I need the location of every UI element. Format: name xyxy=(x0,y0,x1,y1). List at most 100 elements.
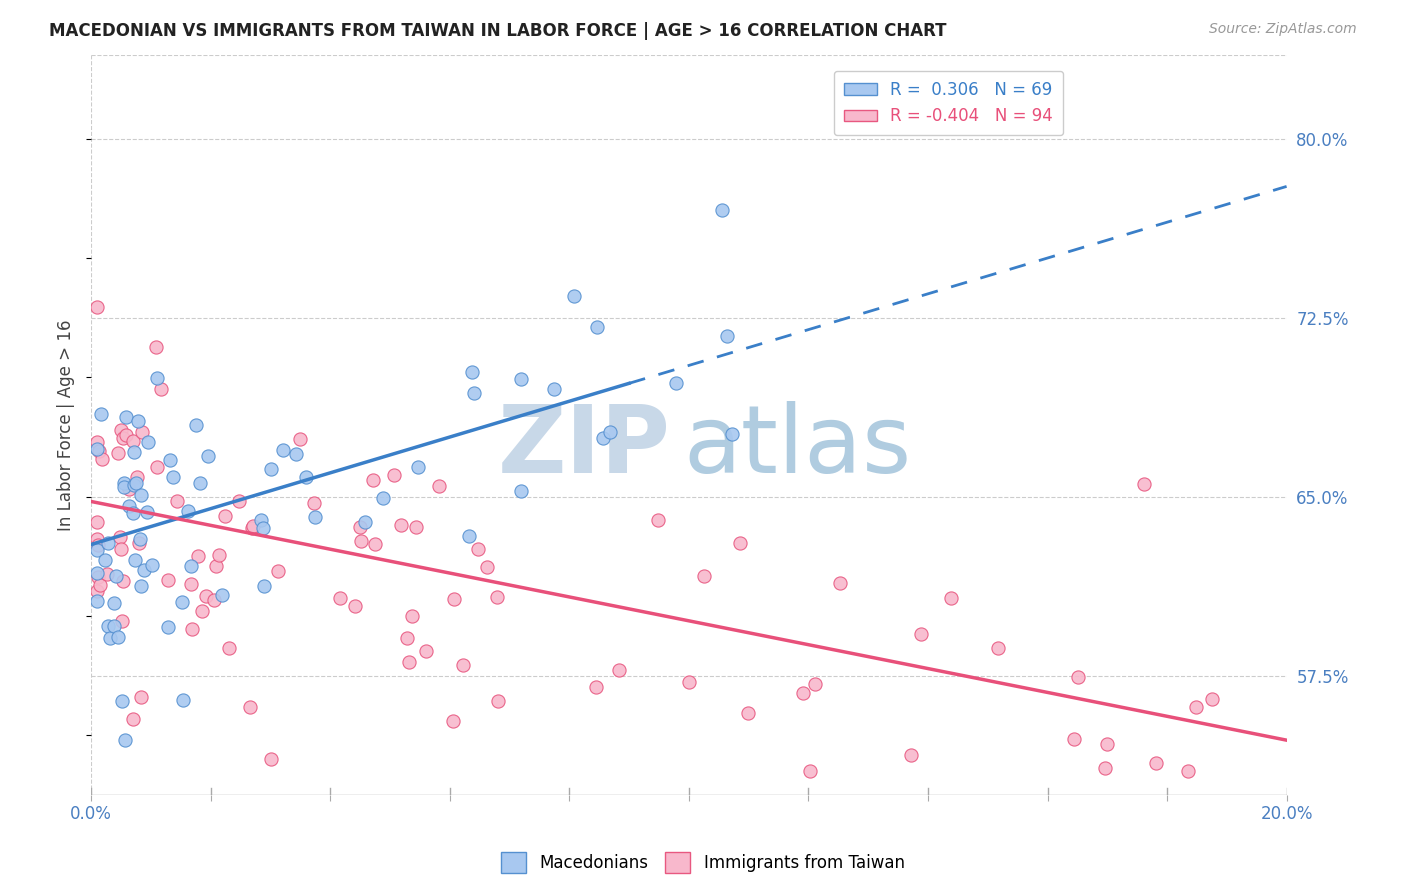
Point xyxy=(509,371,531,385)
Point xyxy=(87,443,110,458)
Point xyxy=(284,447,307,461)
Point xyxy=(592,431,614,445)
Point xyxy=(239,699,262,714)
Point xyxy=(427,479,450,493)
Point xyxy=(214,509,236,524)
Point xyxy=(162,470,184,484)
Point xyxy=(128,532,150,546)
Point xyxy=(665,376,688,390)
Point xyxy=(172,692,194,706)
Point xyxy=(111,614,134,628)
Point xyxy=(124,445,146,459)
Point xyxy=(111,574,134,588)
Point xyxy=(211,588,233,602)
Point xyxy=(1095,737,1118,751)
Point xyxy=(96,566,118,581)
Point xyxy=(122,434,145,448)
Point xyxy=(401,608,423,623)
Point xyxy=(121,506,143,520)
Point xyxy=(510,483,533,498)
Point xyxy=(463,386,485,401)
Point xyxy=(441,714,464,728)
Point xyxy=(647,513,669,527)
Point xyxy=(389,518,412,533)
Point xyxy=(405,520,427,534)
Point xyxy=(129,488,152,502)
Point xyxy=(136,435,159,450)
Point xyxy=(267,565,290,579)
Point xyxy=(127,414,149,428)
Point xyxy=(89,578,111,592)
Point xyxy=(240,521,263,535)
Point xyxy=(188,475,211,490)
Point xyxy=(204,558,226,573)
Point xyxy=(382,468,405,483)
Point xyxy=(350,533,373,548)
Point xyxy=(114,733,136,747)
Point xyxy=(177,503,200,517)
Point xyxy=(585,680,607,694)
Point xyxy=(1177,764,1199,779)
Point xyxy=(711,202,734,217)
Point xyxy=(202,592,225,607)
Point xyxy=(186,417,208,432)
Point xyxy=(111,694,134,708)
Point xyxy=(252,521,274,535)
Point xyxy=(371,491,394,505)
Point xyxy=(415,644,437,658)
Point xyxy=(135,505,157,519)
Point xyxy=(187,549,209,563)
Point xyxy=(1067,670,1090,684)
Point xyxy=(1144,756,1167,770)
Point xyxy=(197,450,219,464)
Point xyxy=(396,631,419,645)
Point xyxy=(112,480,135,494)
Point xyxy=(302,496,325,510)
Legend: Macedonians, Immigrants from Taiwan: Macedonians, Immigrants from Taiwan xyxy=(495,846,911,880)
Point xyxy=(111,431,134,445)
Point xyxy=(792,686,814,700)
Point xyxy=(543,382,565,396)
Text: MACEDONIAN VS IMMIGRANTS FROM TAIWAN IN LABOR FORCE | AGE > 16 CORRELATION CHART: MACEDONIAN VS IMMIGRANTS FROM TAIWAN IN … xyxy=(49,22,946,40)
Point xyxy=(242,519,264,533)
Point xyxy=(146,371,169,385)
Point xyxy=(208,548,231,562)
Point xyxy=(94,552,117,566)
Point xyxy=(98,631,121,645)
Point xyxy=(180,558,202,573)
Point xyxy=(129,579,152,593)
Point xyxy=(987,641,1010,656)
Text: ZIP: ZIP xyxy=(498,401,671,493)
Point xyxy=(716,328,738,343)
Point xyxy=(461,366,484,380)
Point xyxy=(86,300,108,314)
Point xyxy=(124,478,146,492)
Y-axis label: In Labor Force | Age > 16: In Labor Force | Age > 16 xyxy=(58,319,75,531)
Point xyxy=(728,536,751,550)
Point xyxy=(467,541,489,556)
Point xyxy=(250,513,273,527)
Point xyxy=(295,470,318,484)
Point xyxy=(361,473,384,487)
Point xyxy=(86,442,108,456)
Point xyxy=(104,569,127,583)
Point xyxy=(110,541,132,556)
Point xyxy=(453,657,475,672)
Point xyxy=(86,584,108,599)
Point xyxy=(172,595,194,609)
Point xyxy=(124,553,146,567)
Point xyxy=(329,591,352,606)
Point xyxy=(125,475,148,490)
Point xyxy=(103,596,125,610)
Point xyxy=(349,520,371,534)
Point xyxy=(693,569,716,583)
Point xyxy=(190,603,212,617)
Point xyxy=(475,560,498,574)
Point xyxy=(737,706,759,721)
Point xyxy=(112,476,135,491)
Point xyxy=(90,407,112,421)
Point xyxy=(260,462,283,476)
Point xyxy=(218,641,240,656)
Point xyxy=(799,764,821,779)
Point xyxy=(1184,700,1206,714)
